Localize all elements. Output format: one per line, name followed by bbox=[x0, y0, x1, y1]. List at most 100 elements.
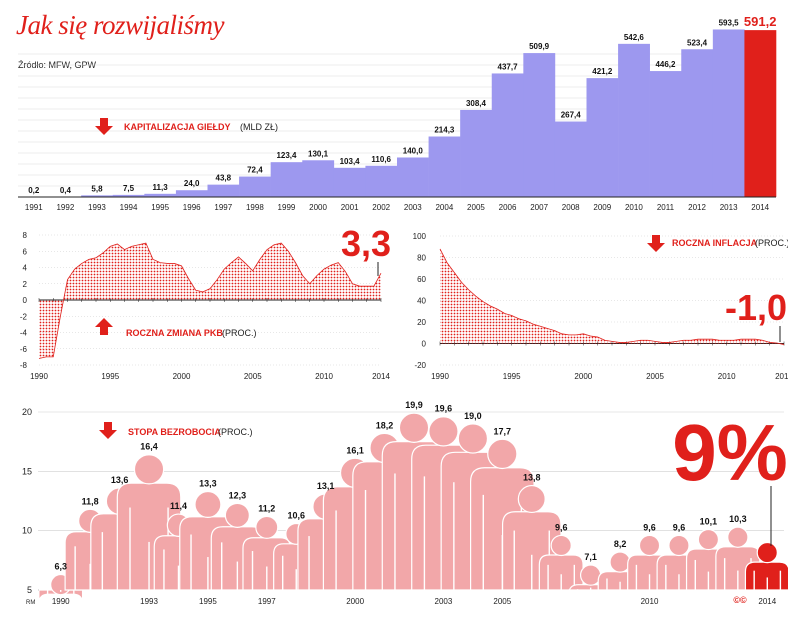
cap-x-label: 2011 bbox=[657, 203, 675, 212]
gdp-y-tick-label: 0 bbox=[23, 296, 28, 305]
cap-bar-2007 bbox=[523, 53, 556, 197]
un-value-label: 13,8 bbox=[523, 473, 541, 483]
cap-x-label: 1997 bbox=[214, 203, 232, 212]
gdp-y-tick-label: -2 bbox=[20, 312, 28, 321]
cap-bar-2009 bbox=[586, 78, 619, 197]
gdp-area bbox=[39, 243, 381, 359]
person-head bbox=[224, 502, 250, 528]
cap-bar-1996 bbox=[175, 190, 208, 197]
cap-x-label: 2012 bbox=[688, 203, 706, 212]
un-x-tick-label: 2014 bbox=[758, 597, 776, 606]
un-x-tick-label: 2010 bbox=[641, 597, 659, 606]
un-value-label: 16,4 bbox=[140, 442, 158, 452]
gdp-x-tick-label: 2010 bbox=[315, 372, 333, 381]
gdp-y-tick-label: -8 bbox=[20, 361, 28, 370]
inf-last-value: -1,0 bbox=[725, 287, 787, 328]
cap-bar-2013 bbox=[712, 29, 745, 197]
inf-y-tick-label: 100 bbox=[413, 232, 427, 241]
cap-value-label: 308,4 bbox=[466, 99, 487, 108]
un-value-label: 19,6 bbox=[435, 404, 453, 414]
inf-y-tick-label: 80 bbox=[417, 254, 426, 263]
cap-bar-2001 bbox=[333, 167, 366, 197]
person-body bbox=[744, 561, 788, 591]
cap-legend-title: KAPITALIZACJA GIEŁDY bbox=[124, 122, 231, 132]
inf-x-ticks: 1990 1995 2000 2005 2010 2014 bbox=[431, 372, 788, 381]
gdp-y-tick-label: -4 bbox=[20, 329, 28, 338]
arrow-down-icon bbox=[95, 118, 113, 135]
cap-x-label: 2010 bbox=[625, 203, 643, 212]
un-y-tick-label: 20 bbox=[22, 407, 32, 417]
cap-value-label: 11,3 bbox=[153, 183, 169, 192]
un-value-label: 19,9 bbox=[405, 400, 423, 410]
gdp-legend: ROCZNA ZMIANA PKB (PROC.) bbox=[95, 318, 257, 338]
un-x-ticks: 1990 1993 1995 1997 2000 2003 2005 2010 2014 bbox=[52, 597, 777, 606]
cap-bar-2000 bbox=[302, 160, 335, 197]
cap-bar-2011 bbox=[649, 71, 682, 197]
person-head bbox=[756, 541, 778, 564]
un-value-label: 9,6 bbox=[673, 522, 686, 532]
cap-legend: KAPITALIZACJA GIEŁDY (MLD ZŁ) bbox=[95, 118, 278, 135]
un-x-tick-label: 1995 bbox=[199, 597, 217, 606]
cap-x-label: 2006 bbox=[499, 203, 517, 212]
un-y-ticks: 20 15 10 5 bbox=[22, 407, 32, 595]
cap-value-label: 542,6 bbox=[624, 33, 645, 42]
inf-y-tick-label: 20 bbox=[417, 318, 426, 327]
cap-value-label: 72,4 bbox=[247, 166, 263, 175]
gdp-y-tick-label: -6 bbox=[20, 345, 28, 354]
cap-value-label: 446,2 bbox=[655, 60, 676, 69]
gdp-legend-title: ROCZNA ZMIANA PKB bbox=[126, 328, 223, 338]
inf-y-tick-label: 40 bbox=[417, 297, 426, 306]
cap-bar-1999 bbox=[270, 162, 303, 197]
cap-bars bbox=[18, 29, 777, 198]
un-value-label: 17,7 bbox=[494, 426, 512, 436]
cap-x-label: 1994 bbox=[120, 203, 138, 212]
un-x-tick-label: 1990 bbox=[52, 597, 70, 606]
gdp-x-tick-label: 1990 bbox=[30, 372, 48, 381]
cap-value-label: 591,2 bbox=[744, 14, 777, 29]
gdp-x-tick-label: 1995 bbox=[101, 372, 119, 381]
cap-value-label: 140,0 bbox=[403, 146, 424, 155]
cap-x-label: 2004 bbox=[435, 203, 453, 212]
arrow-up-icon bbox=[95, 318, 113, 335]
un-legend: STOPA BEZROBOCIA (PROC.) bbox=[99, 422, 253, 439]
cap-x-label: 1993 bbox=[88, 203, 106, 212]
cap-x-label: 1992 bbox=[56, 203, 74, 212]
gdp-y-tick-label: 6 bbox=[23, 247, 28, 256]
cap-bar-2008 bbox=[554, 121, 587, 197]
cap-bar-2002 bbox=[365, 165, 398, 197]
person-head bbox=[550, 534, 572, 557]
cap-value-label: 214,3 bbox=[434, 126, 455, 135]
gdp-x-tick-label: 2000 bbox=[173, 372, 191, 381]
gdp-y-tick-label: 8 bbox=[23, 231, 28, 240]
un-value-label: 13,1 bbox=[317, 481, 335, 491]
cap-x-label: 2007 bbox=[530, 203, 548, 212]
gdp-x-tick-label: 2014 bbox=[372, 372, 390, 381]
person-head bbox=[457, 423, 489, 454]
un-value-label: 12,3 bbox=[229, 490, 247, 500]
un-legend-title: STOPA BEZROBOCIA bbox=[128, 427, 221, 437]
gdp-legend-unit: (PROC.) bbox=[222, 328, 257, 338]
cap-x-label: 1996 bbox=[183, 203, 201, 212]
cap-x-label: 1999 bbox=[278, 203, 296, 212]
un-value-label: 19,0 bbox=[464, 411, 482, 421]
cap-x-label: 2003 bbox=[404, 203, 422, 212]
cap-bar-1995 bbox=[144, 193, 177, 197]
inf-legend-unit: (PROC.) bbox=[755, 238, 788, 248]
cap-value-label: 437,7 bbox=[498, 62, 519, 71]
cap-x-label: 2005 bbox=[467, 203, 485, 212]
cap-bar-2006 bbox=[491, 73, 524, 197]
inf-x-tick-label: 2000 bbox=[574, 372, 592, 381]
inf-y-tick-label: 60 bbox=[417, 275, 426, 284]
cap-bar-2010 bbox=[618, 43, 650, 198]
cap-x-label: 1991 bbox=[25, 203, 43, 212]
inf-area bbox=[440, 248, 784, 345]
cap-value-label: 523,4 bbox=[687, 38, 708, 47]
person-head bbox=[194, 490, 222, 519]
cap-bar-1998 bbox=[239, 176, 271, 197]
un-y-tick-label: 10 bbox=[22, 526, 32, 536]
un-value-label: 16,1 bbox=[346, 445, 364, 455]
cap-bar-1994 bbox=[112, 194, 145, 197]
cap-value-label: 267,4 bbox=[561, 111, 582, 120]
person-body bbox=[38, 589, 84, 604]
